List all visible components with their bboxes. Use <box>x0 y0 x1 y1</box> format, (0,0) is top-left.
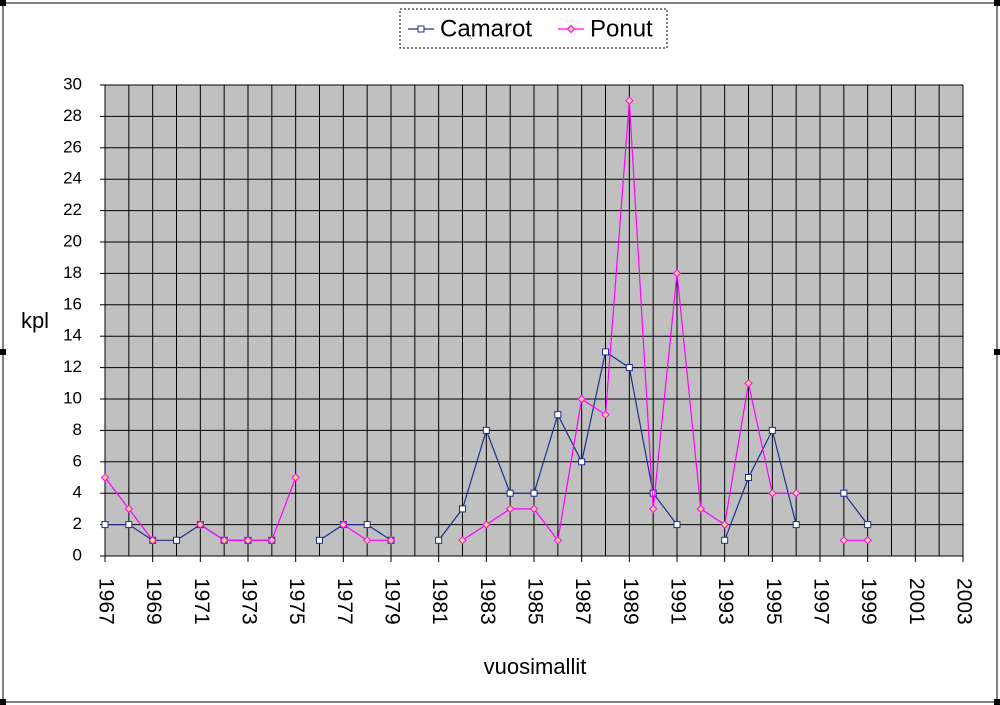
y-tick-label: 2 <box>73 514 82 533</box>
handle <box>0 349 6 355</box>
y-tick-label: 8 <box>73 420 82 439</box>
marker <box>553 536 563 545</box>
x-tick-label: 1989 <box>619 578 642 625</box>
x-tick-label: 1983 <box>476 578 499 625</box>
marker <box>696 504 706 514</box>
x-tick-label: 1995 <box>762 578 785 625</box>
marker <box>100 473 110 482</box>
x-tick-label: 1977 <box>333 578 356 625</box>
marker <box>196 520 205 529</box>
x-tick-label: 1981 <box>428 578 451 625</box>
x-tick-label: 1993 <box>714 578 737 625</box>
legend-label: Ponut <box>590 15 653 42</box>
x-axis-label: vuosimallit <box>484 654 587 679</box>
marker <box>219 536 229 545</box>
marker <box>601 410 610 419</box>
marker <box>339 520 348 529</box>
x-tick-label: 1969 <box>142 578 165 625</box>
marker <box>602 348 609 356</box>
legend-marker <box>566 24 576 34</box>
marker <box>291 473 300 482</box>
marker <box>792 521 800 529</box>
x-tick-label: 1967 <box>94 578 117 625</box>
marker <box>506 489 514 497</box>
handle <box>994 349 1000 355</box>
marker <box>625 364 633 372</box>
x-tick-label: 1987 <box>571 578 594 625</box>
marker <box>625 96 634 105</box>
handle <box>994 699 1000 705</box>
handle <box>0 699 6 705</box>
marker <box>125 521 133 529</box>
marker <box>459 505 466 513</box>
legend-label: Camarot <box>440 15 532 42</box>
marker <box>768 488 777 498</box>
marker <box>101 521 109 529</box>
marker <box>529 504 539 514</box>
x-tick-label: 1973 <box>237 578 260 625</box>
y-tick-label: 22 <box>63 200 82 219</box>
marker <box>863 536 872 545</box>
x-tick-label: 1975 <box>285 578 308 625</box>
y-tick-label: 18 <box>63 263 82 282</box>
marker <box>554 411 562 419</box>
x-tick-label: 1971 <box>190 578 213 625</box>
marker <box>458 536 467 545</box>
marker <box>505 504 515 514</box>
legend <box>399 8 668 49</box>
marker <box>577 394 586 404</box>
y-tick-label: 16 <box>63 294 82 313</box>
legend-marker <box>417 25 425 33</box>
marker <box>745 474 752 481</box>
marker <box>578 458 586 466</box>
marker <box>124 504 134 514</box>
marker <box>482 520 491 529</box>
marker <box>721 536 729 544</box>
marker <box>649 489 657 497</box>
marker <box>482 426 490 434</box>
y-tick-label: 6 <box>73 451 82 470</box>
marker <box>243 536 253 545</box>
x-tick-label: 1991 <box>666 578 689 625</box>
marker <box>839 536 849 545</box>
marker <box>148 536 157 545</box>
marker <box>173 536 180 544</box>
x-tick-label: 1997 <box>809 578 832 625</box>
marker <box>840 489 848 497</box>
handle <box>994 0 1000 6</box>
marker <box>672 269 682 278</box>
x-tick-label: 2001 <box>905 578 928 625</box>
y-tick-label: 30 <box>63 74 82 93</box>
y-tick-label: 4 <box>73 483 82 502</box>
x-tick-label: 1999 <box>857 578 880 625</box>
marker <box>791 488 801 498</box>
x-tick-label: 1985 <box>523 578 546 625</box>
marker <box>768 426 776 434</box>
y-axis-label: kpl <box>21 308 49 333</box>
marker <box>744 379 753 388</box>
x-tick-label: 2003 <box>952 578 975 625</box>
y-tick-label: 26 <box>63 137 82 156</box>
y-tick-label: 14 <box>63 326 82 345</box>
marker <box>435 536 443 544</box>
handle <box>0 0 6 6</box>
marker <box>720 520 729 529</box>
marker <box>316 536 323 544</box>
y-tick-label: 28 <box>63 106 82 125</box>
y-tick-label: 0 <box>73 545 82 564</box>
marker <box>362 536 372 545</box>
x-tick-label: 1979 <box>380 578 403 625</box>
marker <box>673 521 681 529</box>
y-tick-label: 12 <box>63 357 82 376</box>
marker <box>864 521 872 529</box>
marker <box>530 489 538 497</box>
marker <box>363 521 371 529</box>
y-tick-label: 10 <box>63 388 82 407</box>
y-tick-label: 20 <box>63 231 82 250</box>
y-tick-label: 24 <box>63 169 82 188</box>
marker <box>648 504 658 514</box>
marker <box>267 536 277 545</box>
marker <box>386 536 396 545</box>
